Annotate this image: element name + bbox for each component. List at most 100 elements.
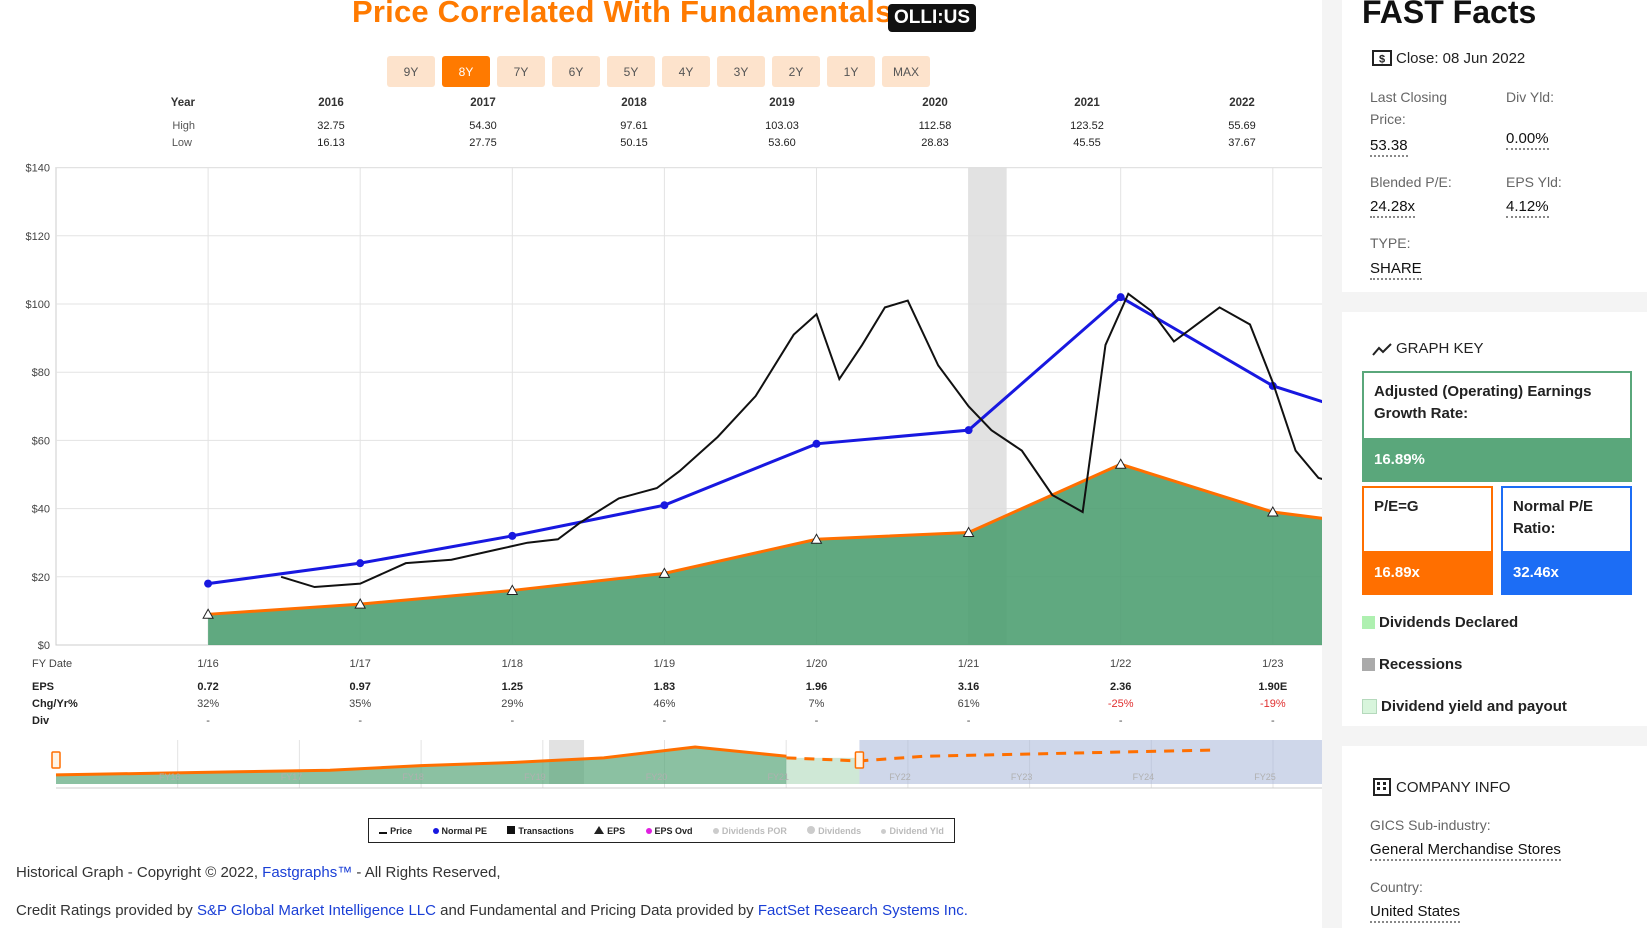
year-col-2022: 2022 (1229, 97, 1255, 109)
range-button-max[interactable]: MAX (882, 56, 930, 87)
navigator-eps-line (55, 745, 787, 777)
legend-item-price[interactable]: Price (379, 826, 412, 836)
fy-date: 1/16 (197, 658, 219, 670)
low-value: 16.13 (317, 137, 345, 149)
eps-value: 3.16 (957, 681, 980, 693)
range-button-5y[interactable]: 5Y (607, 56, 655, 87)
key-dividends-declared: Dividends Declared (1362, 614, 1518, 631)
dollar-icon: $ (1372, 50, 1392, 66)
high-value: 32.75 (317, 120, 345, 132)
div-value: - (814, 715, 819, 727)
range-button-1y[interactable]: 1Y (827, 56, 875, 87)
fy-date-label: FY Date (32, 658, 73, 670)
eps-label: EPS (32, 681, 55, 693)
close-date: $ Close: 08 Jun 2022 (1372, 49, 1525, 67)
sub-industry-value[interactable]: General Merchandise Stores (1370, 841, 1561, 861)
high-value: 54.30 (469, 120, 497, 132)
legend-label: Dividend Yld (889, 825, 944, 836)
range-button-7y[interactable]: 7Y (497, 56, 545, 87)
navigator-estimate-area (786, 757, 860, 784)
page-title: Price Correlated With Fundamentals (352, 0, 893, 29)
y-tick-label: $0 (38, 640, 50, 652)
eps-yld-value[interactable]: 4.12% (1506, 198, 1549, 218)
y-tick-label: $140 (26, 163, 50, 175)
range-button-2y[interactable]: 2Y (772, 56, 820, 87)
fy-date: 1/21 (957, 658, 980, 670)
high-value: 112.58 (918, 120, 952, 132)
price-line (280, 292, 1322, 589)
legend-item-dividends-por[interactable]: Dividends POR (712, 826, 787, 836)
eps-value: 1.25 (501, 681, 523, 693)
fastgraphs-link[interactable]: Fastgraphs™ (262, 864, 353, 881)
fy-date: 1/17 (349, 658, 371, 670)
last-closing-value[interactable]: 53.38 (1370, 137, 1408, 157)
eps-value: 1.96 (805, 681, 828, 693)
normal-pe-point (1116, 293, 1125, 302)
legend-item-eps-ovd[interactable]: EPS Ovd (645, 826, 693, 836)
eps-value: 0.72 (197, 681, 219, 693)
chg-value: 32% (197, 698, 220, 710)
navigator-label: FY24 (1133, 772, 1155, 782)
blended-pe-value[interactable]: 24.28x (1370, 198, 1416, 218)
dividend-yield-swatch (1362, 699, 1377, 714)
legend-item-eps[interactable]: EPS (594, 825, 625, 836)
legend-item-transactions[interactable]: Transactions (507, 825, 574, 836)
legend-marker-icon (645, 826, 652, 836)
navigator-label: FY16 (159, 772, 181, 782)
y-tick-label: $60 (32, 435, 50, 447)
range-button-6y[interactable]: 6Y (552, 56, 600, 87)
navigator-right-handle[interactable] (854, 751, 865, 769)
eps-marker (506, 584, 519, 595)
navigator-label: FY18 (402, 772, 424, 782)
legend-item-normal-pe[interactable]: Normal PE (432, 825, 488, 836)
range-button-8y[interactable]: 8Y (442, 56, 490, 87)
legend-marker-icon (807, 825, 816, 836)
sidebar: FAST Facts $ Close: 08 Jun 2022 Last Clo… (1322, 0, 1647, 928)
legend-label: Price (390, 825, 413, 836)
eps-marker (962, 526, 975, 537)
legend-item-dividend-yld[interactable]: Dividend Yld (881, 825, 944, 836)
factset-link[interactable]: FactSet Research Systems Inc. (757, 902, 968, 919)
chg-value: 61% (957, 698, 980, 710)
country-label: Country: (1370, 879, 1423, 895)
chg-value: 35% (349, 698, 372, 710)
y-tick-label: $40 (32, 504, 50, 516)
eps-marker (1114, 458, 1127, 469)
legend-label: Normal PE (441, 825, 488, 836)
navigator-left-handle[interactable] (51, 751, 61, 769)
company-info-card: COMPANY INFO GICS Sub-industry: General … (1342, 746, 1647, 928)
year-label: Year (170, 97, 195, 109)
legend-item-dividends[interactable]: Dividends (807, 825, 861, 836)
type-value[interactable]: SHARE (1370, 260, 1422, 280)
last-closing-label: Last Closing Price: (1370, 89, 1448, 127)
range-button-4y[interactable]: 4Y (662, 56, 710, 87)
div-yld-value[interactable]: 0.00% (1506, 130, 1549, 150)
key-recessions: Recessions (1362, 656, 1462, 673)
y-tick-label: $120 (26, 231, 50, 243)
normal-pe-label: Normal P/E Ratio: (1513, 498, 1594, 537)
low-value: 50.15 (620, 137, 648, 149)
chart-panel: Price Correlated With Fundamentals OLLI:… (16, 0, 1322, 919)
range-selector: 9Y 8Y 7Y 6Y 5Y 4Y 3Y 2Y 1Y MAX (387, 56, 930, 87)
navigator-label: FY20 (646, 772, 668, 782)
trend-line-icon (1372, 342, 1392, 356)
high-value: 97.61 (620, 120, 648, 132)
low-value: 28.83 (921, 137, 949, 149)
country-value[interactable]: United States (1370, 903, 1461, 923)
high-value: 123.52 (1070, 120, 1104, 132)
year-col-2018: 2018 (621, 97, 647, 109)
range-button-3y[interactable]: 3Y (717, 56, 765, 87)
high-label: High (172, 120, 195, 132)
growth-rate-value: 16.89% (1364, 438, 1630, 480)
credits-text: Credit Ratings provided by (16, 902, 197, 919)
sp-global-link[interactable]: S&P Global Market Intelligence LLC (196, 902, 436, 919)
year-col-2020: 2020 (922, 97, 948, 109)
legend-marker-icon (594, 825, 605, 836)
legend-marker-icon (379, 826, 388, 836)
low-value: 45.55 (1073, 137, 1101, 149)
price-chart: $0 $20 $40 $60 $80 $100 $120 $140 FY16 FY17 FY18 FY… (26, 163, 1322, 789)
credits-line: Credit Ratings provided by S&P Global Ma… (16, 902, 968, 919)
range-button-9y[interactable]: 9Y (387, 56, 435, 87)
div-value: - (510, 715, 515, 727)
navigator-label: FY25 (1254, 772, 1276, 782)
